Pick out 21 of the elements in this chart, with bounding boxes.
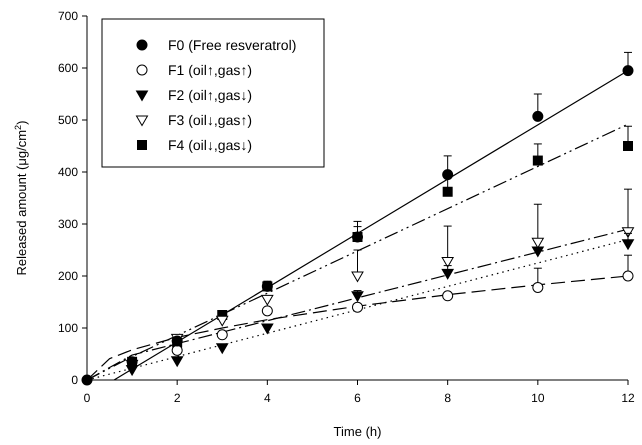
x-tick-label: 12 (621, 391, 635, 405)
y-tick-label: 500 (58, 113, 78, 127)
x-tick-label: 0 (84, 391, 91, 405)
x-tick-label: 4 (264, 391, 271, 405)
legend-label: F1 (oil↑,gas↑) (168, 62, 252, 78)
y-tick-label: 100 (58, 321, 78, 335)
legend-label: F2 (oil↑,gas↓) (168, 87, 252, 103)
y-tick-label: 600 (58, 61, 78, 75)
y-tick-label: 400 (58, 165, 78, 179)
x-tick-label: 2 (174, 391, 181, 405)
x-axis-title: Time (h) (334, 424, 382, 439)
legend-label: F3 (oil↓,gas↑) (168, 112, 252, 128)
legend-label: F4 (oil↓,gas↓) (168, 137, 252, 153)
y-tick-label: 700 (58, 9, 78, 23)
x-tick-label: 6 (354, 391, 362, 405)
y-tick-label: 300 (58, 217, 78, 231)
x-tick-label: 8 (444, 391, 452, 405)
x-tick-label: 10 (531, 391, 545, 405)
legend-label: F0 (Free resveratrol) (168, 37, 296, 53)
y-tick-label: 0 (71, 373, 78, 387)
y-tick-label: 200 (58, 269, 78, 283)
